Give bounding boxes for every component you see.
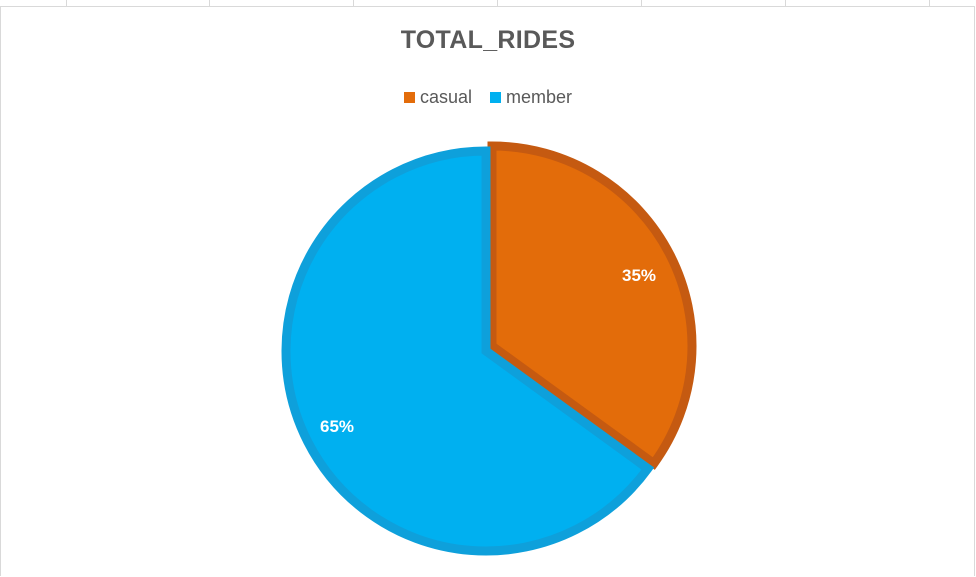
legend-label-member: member xyxy=(506,87,573,107)
legend-swatch-casual xyxy=(403,92,415,103)
data-label-member: 65% xyxy=(320,417,354,436)
cell-gridline xyxy=(66,0,67,6)
data-label-casual: 35% xyxy=(622,266,656,285)
cell-gridline xyxy=(209,0,210,6)
cell-gridline xyxy=(929,0,930,6)
legend-label-casual: casual xyxy=(419,87,472,107)
pie-slice-member[interactable] xyxy=(281,146,655,556)
chart-legend: casual member xyxy=(0,87,976,108)
cell-gridline xyxy=(353,0,354,6)
cell-gridline xyxy=(785,0,786,6)
legend-swatch-member xyxy=(490,92,501,103)
legend-item-member: member xyxy=(490,87,572,108)
legend-item-casual: casual xyxy=(403,87,472,108)
cell-gridline xyxy=(497,0,498,6)
chart-title: TOTAL_RIDES xyxy=(400,26,576,54)
pie-slice-casual[interactable] xyxy=(487,141,697,470)
cell-gridline xyxy=(641,0,642,6)
